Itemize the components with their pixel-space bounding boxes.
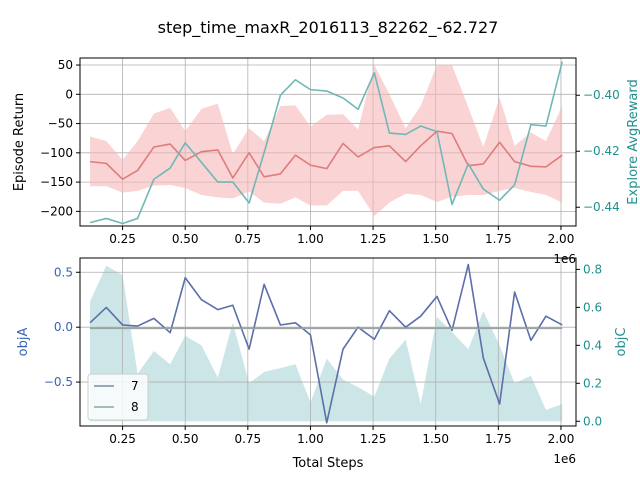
top-chart-lines xyxy=(89,61,563,225)
y-tick-label-1: 0 xyxy=(65,87,73,101)
y-tick-label-2: −0.5 xyxy=(44,375,73,389)
bottom-chart: 0.25 0.50 0.75 1.00 1.25 1.50 1.75 2.00 0.5 0.0 −… xyxy=(16,257,629,471)
bottom-chart-x-label: Total Steps xyxy=(292,456,364,471)
top-chart-y-label: Episode Return xyxy=(12,93,27,191)
y2-tick-label-1: 0.6 xyxy=(583,300,602,314)
bottom-chart-area-group xyxy=(90,265,563,422)
bottom-chart-y2-label: objC xyxy=(614,328,629,357)
x-tick-label-7: 2.00 xyxy=(548,432,575,446)
y2-tick-label-2: 0.4 xyxy=(583,338,602,352)
y2-tick-label-4: 0.0 xyxy=(583,414,602,428)
x-tick-label-4: 1.25 xyxy=(360,432,387,446)
episode-return-band xyxy=(90,65,563,217)
x-tick-label-4: 1.25 xyxy=(360,232,387,246)
legend-box xyxy=(87,373,149,421)
y-tick-label-4: −150 xyxy=(40,175,73,189)
legend-label-8: 8 xyxy=(131,400,139,414)
y2-tick-label-0: 0.8 xyxy=(583,262,602,276)
y2-tick-label-0: −0.40 xyxy=(583,88,620,102)
y-tick-label-3: −100 xyxy=(40,146,73,160)
x-tick-label-1: 0.50 xyxy=(172,232,199,246)
y2-tick-label-2: −0.44 xyxy=(583,200,620,214)
y2-tick-label-3: 0.2 xyxy=(583,376,602,390)
top-chart-x-offset: 1e6 xyxy=(553,252,576,266)
top-chart-x-ticks: 0.25 0.50 0.75 1.00 1.25 1.50 1.75 2.00 xyxy=(109,226,574,246)
y-tick-label-0: 50 xyxy=(58,58,73,72)
objc-area xyxy=(90,265,563,422)
chart-title: step_time_maxR_2016113_82262_-62.727 xyxy=(158,18,499,38)
top-chart-frame xyxy=(79,57,577,227)
x-tick-label-3: 1.00 xyxy=(297,432,324,446)
bottom-chart-y-ticks: 0.5 0.0 −0.5 xyxy=(44,265,80,389)
x-tick-label-0: 0.25 xyxy=(109,432,136,446)
top-chart: step_time_maxR_2016113_82262_-62.727 0.2… xyxy=(12,18,640,266)
x-tick-label-5: 1.50 xyxy=(422,232,449,246)
bottom-chart-y2-ticks: 0.8 0.6 0.4 0.2 0.0 xyxy=(576,262,602,428)
x-tick-label-6: 1.75 xyxy=(485,432,512,446)
bottom-chart-frame xyxy=(79,257,577,427)
x-tick-label-1: 0.50 xyxy=(172,432,199,446)
top-chart-y2-label: Explore AvgReward xyxy=(626,79,640,204)
x-tick-label-0: 0.25 xyxy=(109,232,136,246)
x-tick-label-7: 2.00 xyxy=(548,232,575,246)
top-chart-y2-ticks: −0.40 −0.42 −0.44 xyxy=(576,88,620,214)
x-tick-label-2: 0.75 xyxy=(234,432,261,446)
bottom-chart-x-ticks: 0.25 0.50 0.75 1.00 1.25 1.50 1.75 2.00 xyxy=(109,426,574,446)
legend: 7 8 xyxy=(87,373,149,421)
x-tick-label-5: 1.50 xyxy=(422,432,449,446)
legend-label-7: 7 xyxy=(131,379,139,393)
bottom-chart-lines xyxy=(89,263,563,424)
y-tick-label-5: −200 xyxy=(40,204,73,218)
x-tick-label-3: 1.00 xyxy=(297,232,324,246)
y2-tick-label-1: −0.42 xyxy=(583,144,620,158)
y-tick-label-1: 0.0 xyxy=(54,320,73,334)
bottom-chart-x-offset: 1e6 xyxy=(553,452,576,466)
top-chart-y-ticks: 50 0 −50 −100 −150 −200 xyxy=(40,58,80,218)
x-tick-label-2: 0.75 xyxy=(234,232,261,246)
y-tick-label-2: −50 xyxy=(48,117,73,131)
top-chart-band-group xyxy=(90,65,563,217)
bottom-chart-y-label: objA xyxy=(16,328,31,357)
x-tick-label-6: 1.75 xyxy=(485,232,512,246)
y-tick-label-0: 0.5 xyxy=(54,265,73,279)
